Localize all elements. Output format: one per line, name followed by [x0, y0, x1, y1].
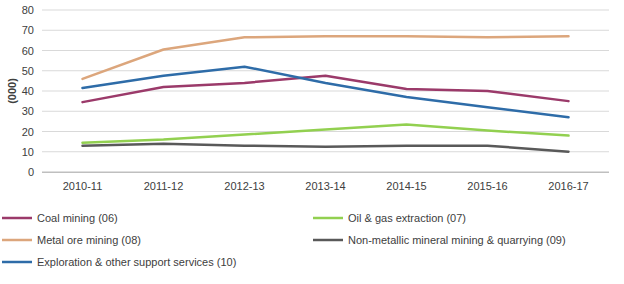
grid-line — [42, 151, 609, 152]
y-tick-label: 50 — [22, 65, 34, 77]
x-tick-label: 2010-11 — [63, 180, 103, 192]
x-axis — [42, 172, 609, 173]
x-tick-label: 2014-15 — [386, 180, 426, 192]
legend-key — [2, 239, 32, 242]
legend-label: Oil & gas extraction (07) — [348, 212, 466, 224]
legend-label: Exploration & other support services (10… — [37, 256, 236, 268]
x-tick-label: 2011-12 — [144, 180, 184, 192]
legend-key — [2, 261, 32, 264]
y-tick-label: 80 — [22, 4, 34, 16]
grid-line — [42, 70, 609, 71]
legend-label: Non-metallic mineral mining & quarrying … — [348, 234, 566, 246]
y-tick-label: 10 — [22, 146, 34, 158]
y-tick-label: 0 — [28, 166, 34, 178]
grid-line — [42, 10, 609, 11]
legend-key — [313, 239, 343, 242]
x-tick-label: 2016-17 — [548, 180, 588, 192]
legend-label: Metal ore mining (08) — [37, 234, 141, 246]
x-tick-label: 2012-13 — [224, 180, 264, 192]
y-tick-label: 70 — [22, 24, 34, 36]
y-tick-label: 40 — [22, 85, 34, 97]
series-line — [83, 124, 569, 142]
grid-line — [42, 50, 609, 51]
y-tick-label: 60 — [22, 45, 34, 57]
legend-label: Coal mining (06) — [37, 212, 118, 224]
grid-line — [42, 91, 609, 92]
chart: 0 10 20 30 40 50 60 70 80 (000) 2010-11 2011-12 2012… — [0, 0, 624, 284]
y-axis-label: (000) — [6, 78, 18, 104]
legend-key — [2, 217, 32, 220]
grid-line — [42, 172, 609, 173]
plot-area — [83, 36, 569, 151]
y-tick-label: 30 — [22, 105, 34, 117]
x-tick-label: 2015-16 — [467, 180, 507, 192]
series-line — [83, 36, 569, 79]
y-tick-label: 20 — [22, 126, 34, 138]
series-line — [83, 67, 569, 118]
legend-key — [313, 217, 343, 220]
series-line — [83, 144, 569, 152]
series-line — [83, 76, 569, 102]
grid-line — [42, 30, 609, 31]
x-tick-label: 2013-14 — [305, 180, 345, 192]
